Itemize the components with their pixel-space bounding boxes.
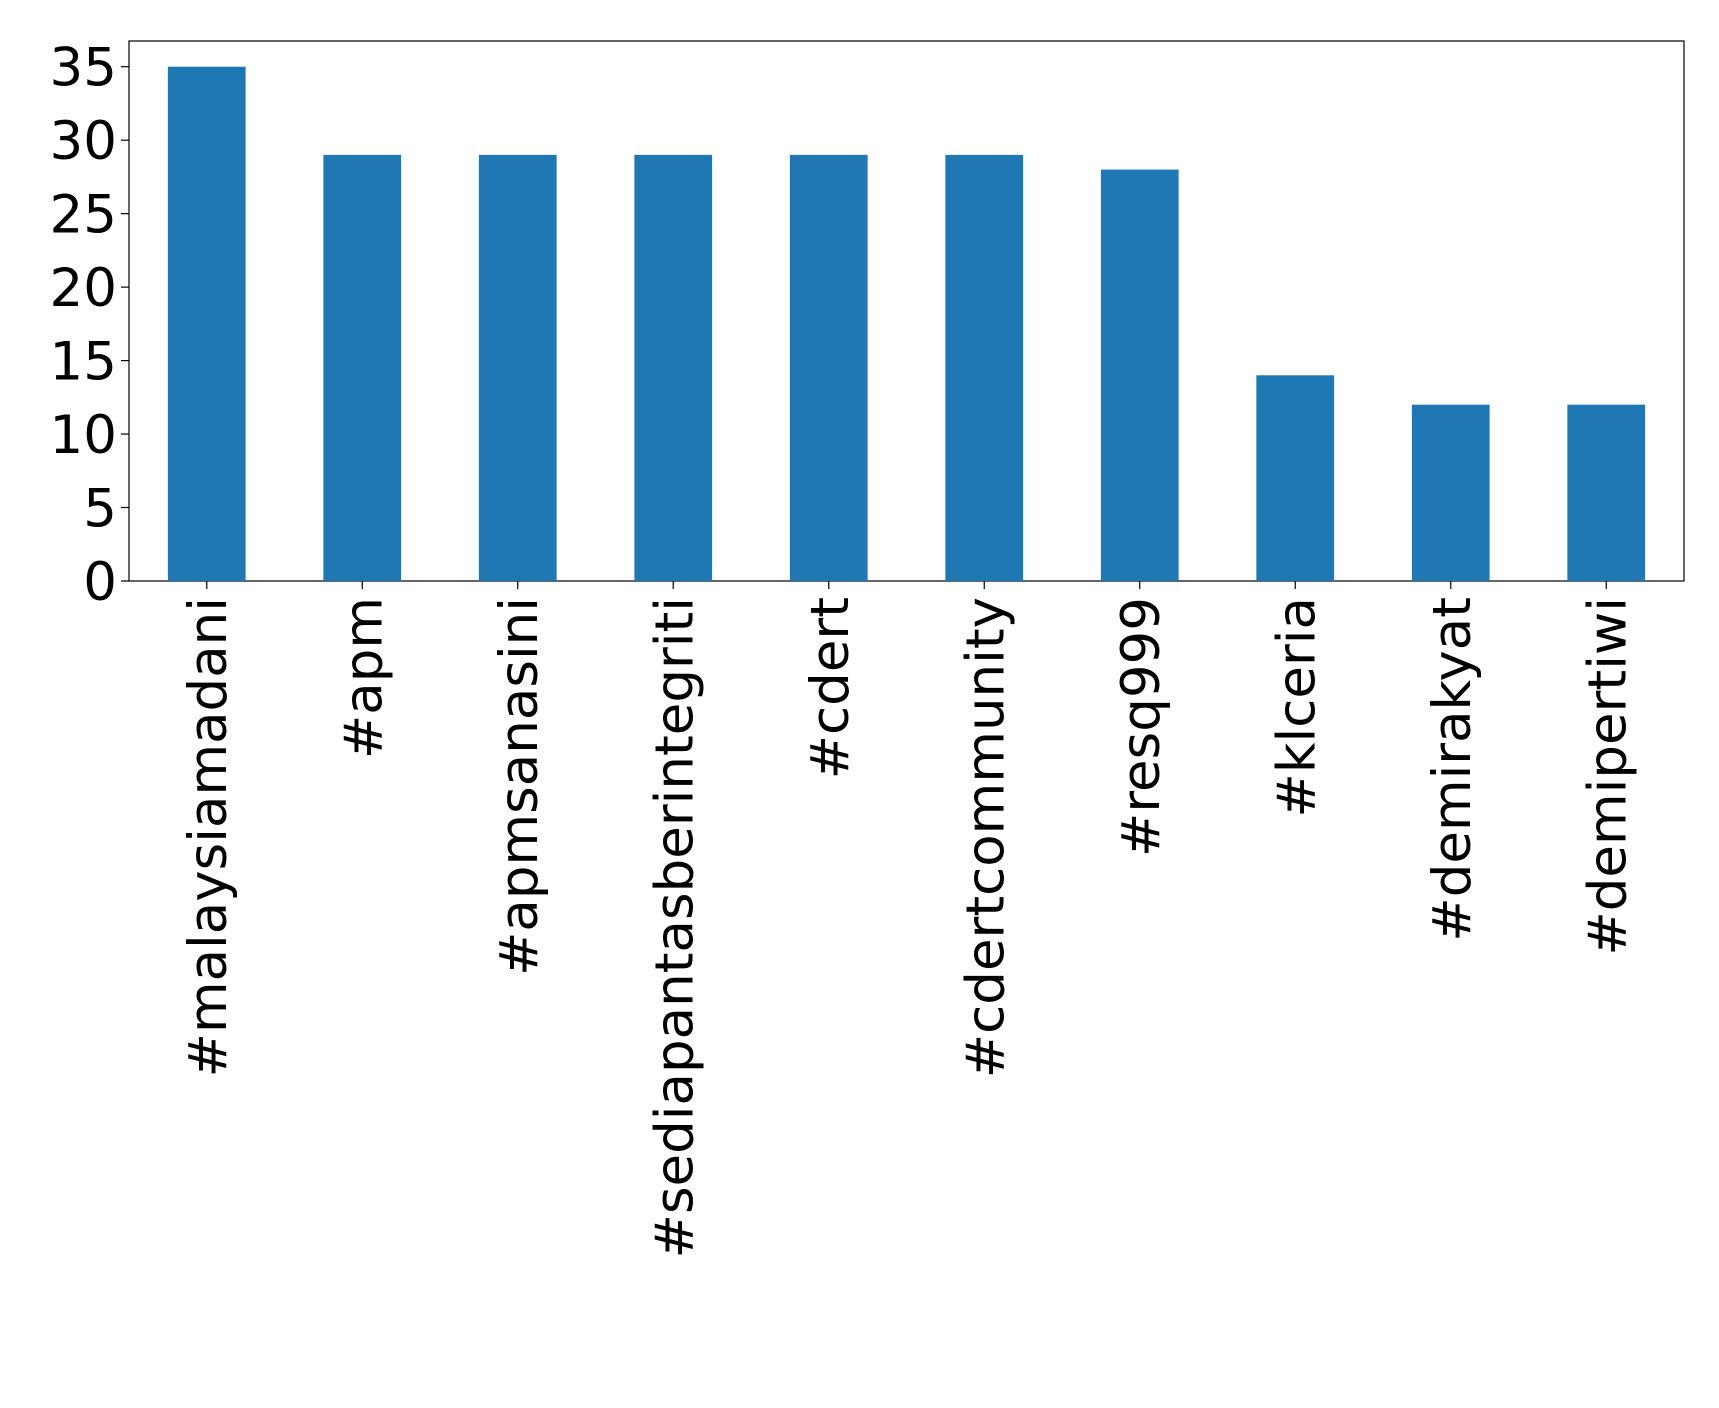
bar	[323, 154, 402, 581]
x-tick-label: #sediapantasberintegriti	[644, 597, 705, 1258]
y-tick-label: 5	[83, 479, 117, 540]
y-tick-label: 35	[50, 38, 117, 99]
x-tick-label: #resq999	[1111, 597, 1172, 857]
bar	[1411, 404, 1490, 581]
x-tick-label: #apmsanasini	[489, 597, 550, 976]
x-tick-label: #klceria	[1266, 597, 1327, 818]
x-tick-label: #demirakyat	[1422, 597, 1483, 942]
x-tick-label: #apm	[333, 597, 394, 759]
y-tick-label: 10	[50, 405, 117, 466]
bar	[945, 154, 1024, 581]
bar	[1100, 169, 1179, 582]
x-tick-label: #malaysiamadani	[178, 597, 239, 1077]
bar	[789, 154, 868, 581]
y-tick-label: 0	[83, 552, 117, 613]
x-tick-label: #cdertcommunity	[955, 597, 1016, 1078]
plot-frame	[128, 40, 1685, 582]
bar	[167, 66, 246, 581]
bar	[478, 154, 557, 581]
bar	[1567, 404, 1646, 581]
bar	[634, 154, 713, 581]
y-tick-label: 15	[50, 332, 117, 393]
x-tick-label: #demipertiwi	[1577, 597, 1638, 956]
y-tick-label: 30	[50, 111, 117, 172]
x-tick-label: #cdert	[800, 597, 861, 779]
y-tick-label: 20	[50, 258, 117, 319]
y-tick-label: 25	[50, 185, 117, 246]
bar	[1256, 375, 1335, 581]
